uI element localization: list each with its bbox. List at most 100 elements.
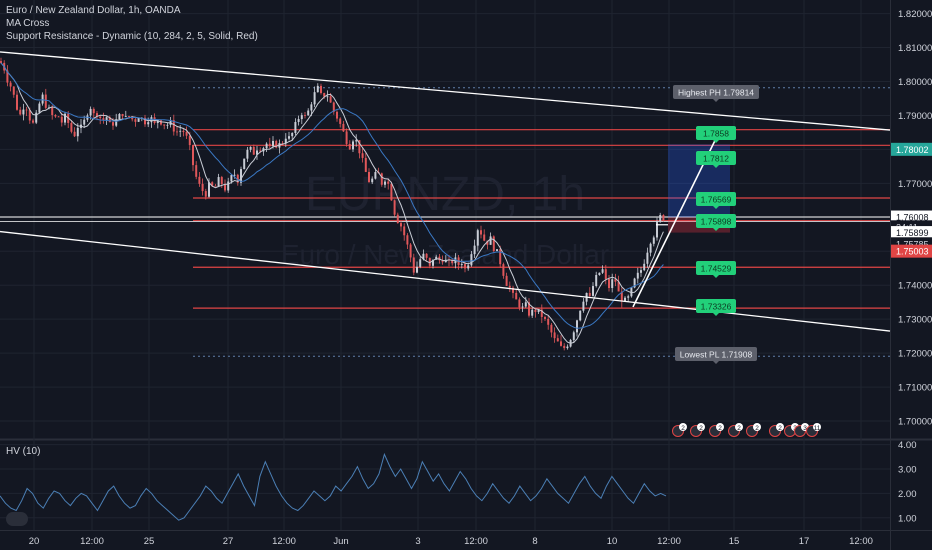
sr-label-bg: [696, 214, 736, 228]
candle: [22, 109, 25, 115]
event-count: 2: [681, 425, 685, 432]
candle: [70, 122, 73, 132]
candle: [320, 85, 322, 94]
candle: [489, 236, 492, 245]
event-count: 2: [755, 425, 759, 432]
sr-label-text: 1.7812: [703, 154, 729, 164]
candle: [198, 176, 201, 184]
time-tick-label: 12:00: [464, 536, 488, 547]
candle: [220, 177, 223, 185]
candle: [604, 269, 607, 279]
candle: [438, 256, 441, 261]
candle: [291, 132, 294, 137]
sr-label: 1.76569: [696, 192, 736, 209]
candle: [236, 174, 239, 183]
candle: [246, 149, 249, 159]
event-count-bg: [753, 423, 761, 431]
candle: [105, 117, 108, 121]
candle: [441, 260, 444, 263]
level-labels: Highest PH 1.79814 Lowest PL 1.71908 1.785…: [673, 85, 759, 364]
price-tick-label: 1.71000: [898, 383, 932, 394]
time-axis[interactable]: 20 12:00 25 27 12:00 Jun 3 12:00 8 10 12:00 15 17 12:…: [0, 530, 932, 548]
candle: [412, 257, 415, 273]
candle: [633, 278, 636, 288]
candle: [332, 102, 335, 112]
time-tick-label: 12:00: [80, 536, 104, 547]
candle: [284, 138, 287, 144]
candle: [537, 309, 540, 313]
candle: [342, 123, 345, 132]
candle: [32, 120, 34, 123]
candle: [524, 302, 527, 307]
legend-support-resistance[interactable]: Support Resistance - Dynamic (10, 284, 2…: [6, 31, 258, 42]
candle: [566, 346, 569, 349]
hv-legend[interactable]: HV (10): [6, 446, 41, 457]
candle: [44, 94, 47, 108]
event-count: 2: [778, 425, 782, 432]
candle: [544, 316, 546, 319]
candle: [300, 115, 303, 120]
candle: [614, 279, 617, 282]
sr-label: 1.7812: [696, 151, 736, 168]
sr-label-pointer: [713, 313, 719, 316]
legend-symbol[interactable]: Euro / New Zealand Dollar, 1h, OANDA: [6, 5, 181, 16]
candle: [547, 318, 550, 325]
price-tick-label: 1.80000: [898, 77, 932, 88]
candle: [326, 96, 329, 98]
candle: [329, 96, 332, 103]
candle: [16, 94, 18, 110]
candle: [512, 287, 514, 293]
candle: [179, 130, 182, 132]
candle: [534, 309, 537, 313]
sr-label-pointer: [713, 275, 719, 278]
candle: [540, 309, 543, 317]
candle: [182, 130, 185, 133]
upper-trendline: [0, 51, 891, 131]
candle: [281, 143, 284, 144]
candle: [601, 269, 604, 273]
highest-ph-label-pointer: [713, 99, 719, 102]
sr-label-text: 1.7858: [703, 129, 729, 139]
time-tick-label: 10: [607, 536, 618, 547]
candle: [233, 174, 236, 176]
time-tick-label: 25: [144, 536, 155, 547]
hv-tick-label: 4.00: [898, 440, 917, 451]
price-tick-label: 1.72000: [898, 349, 932, 360]
candle: [28, 110, 31, 121]
candle: [204, 191, 207, 197]
sr-label-pointer: [713, 206, 719, 209]
candle: [99, 116, 102, 119]
candle: [419, 259, 422, 267]
price-tag-text: 1.75003: [896, 247, 929, 257]
candle: [617, 281, 620, 292]
price-tag-text: 1.75899: [896, 228, 929, 238]
candle: [595, 275, 598, 287]
candle: [195, 165, 198, 177]
watermark-name: Euro / New Zealand Dollar: [281, 239, 609, 270]
price-tag: [891, 210, 932, 224]
candle: [499, 249, 502, 265]
candle: [307, 110, 310, 116]
candle: [323, 93, 326, 97]
candle: [249, 146, 252, 150]
highest-ph-label: Highest PH 1.79814: [673, 85, 759, 102]
candle: [611, 279, 614, 288]
price-tag: [891, 226, 932, 240]
candle: [316, 85, 319, 93]
time-tick-label: 17: [799, 536, 810, 547]
legend-ma-cross[interactable]: MA Cross: [6, 18, 50, 29]
candle: [361, 153, 364, 158]
candle: [6, 70, 9, 83]
price-tag: [891, 142, 932, 156]
candle: [416, 266, 418, 273]
candle: [252, 146, 255, 155]
candle: [166, 124, 169, 126]
candle: [451, 260, 454, 264]
candle: [428, 257, 431, 266]
event-markers[interactable]: 2222223311: [672, 423, 822, 437]
sr-label-bg: [696, 151, 736, 165]
candle: [83, 119, 86, 125]
time-tick-label: 12:00: [849, 536, 873, 547]
candle: [508, 285, 511, 288]
